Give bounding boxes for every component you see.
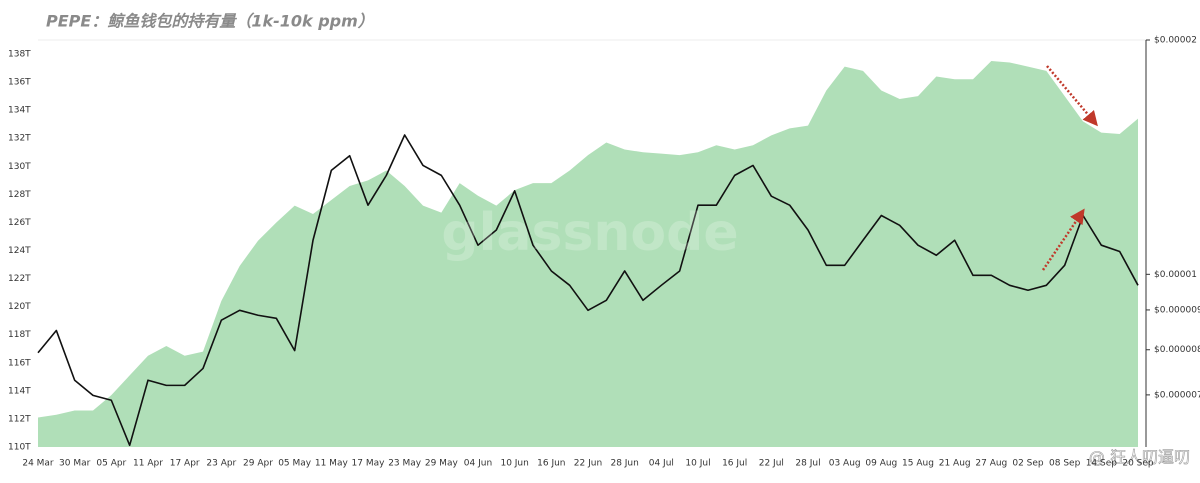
y2-tick-label: $0.000007 xyxy=(1154,390,1200,400)
y-tick-label: 124T xyxy=(8,246,31,256)
credit: @ 狂人叨逼叨 xyxy=(1089,448,1190,467)
y-tick-label: 130T xyxy=(8,162,31,172)
x-tick-label: 17 May xyxy=(352,459,386,469)
plot-area xyxy=(37,39,1150,447)
x-tick-label: 22 Jun xyxy=(574,459,602,469)
x-tick-label: 05 Apr xyxy=(96,459,126,469)
x-tick-label: 20 Sep xyxy=(1122,459,1154,469)
x-tick-label: 02 Sep xyxy=(1012,459,1044,469)
x-tick-label: 23 Apr xyxy=(206,459,236,469)
x-tick-label: 21 Aug xyxy=(939,459,971,469)
line xyxy=(37,134,1139,447)
x-tick-label: 08 Sep xyxy=(1049,459,1081,469)
x-tick-label: 03 Aug xyxy=(829,459,861,469)
y-tick-label: 116T xyxy=(8,358,31,368)
y-tick-label: 138T xyxy=(8,50,31,60)
y-tick-label: 114T xyxy=(8,386,31,396)
y-tick-label: 118T xyxy=(8,330,31,340)
watermark: glassnode xyxy=(441,203,738,263)
x-tick-label: 04 Jul xyxy=(649,459,674,469)
x-tick-label: 29 May xyxy=(425,459,459,469)
y-tick-label: 134T xyxy=(8,106,31,116)
x-tick-label: 16 Jul xyxy=(722,459,747,469)
y2-tick-label: $0.000009 xyxy=(1154,305,1200,315)
x-tick-label: 27 Aug xyxy=(975,459,1007,469)
x-tick-label: 11 Apr xyxy=(133,459,163,469)
y2-tick-label: $0.000008 xyxy=(1154,345,1200,355)
x-tick-label: 16 Jun xyxy=(537,459,565,469)
x-tick-label: 10 Jul xyxy=(685,459,710,469)
x-tick-label: 11 May xyxy=(315,459,349,469)
y-tick-label: 128T xyxy=(8,190,31,200)
x-tick-label: 28 Jun xyxy=(610,459,638,469)
x-tick-label: 15 Aug xyxy=(902,459,934,469)
y-tick-label: 122T xyxy=(8,274,31,284)
y-tick-label: 112T xyxy=(8,414,31,424)
y2-tick-label: $0.00001 xyxy=(1154,270,1197,280)
x-tick-label: 30 Mar xyxy=(59,459,91,469)
y-tick-label: 136T xyxy=(8,78,31,88)
area xyxy=(38,61,1138,447)
x-tick-label: 28 Jul xyxy=(795,459,820,469)
y-tick-label: 132T xyxy=(8,134,31,144)
y-tick-label: 120T xyxy=(8,302,31,312)
y-tick-label: 110T xyxy=(8,443,31,453)
x-tick-label: 24 Mar xyxy=(22,459,54,469)
x-tick-label: 29 Apr xyxy=(243,459,273,469)
chart-title: PEPE：鲸鱼钱包的持有量（1k-10k ppm） xyxy=(46,12,374,31)
x-tick-label: 23 May xyxy=(388,459,422,469)
x-tick-label: 22 Jul xyxy=(759,459,784,469)
x-tick-label: 10 Jun xyxy=(500,459,528,469)
x-tick-label: 04 Jun xyxy=(464,459,492,469)
x-tick-label: 05 May xyxy=(278,459,312,469)
x-tick-label: 14 Sep xyxy=(1086,459,1118,469)
y-tick-label: 126T xyxy=(8,218,31,228)
x-tick-label: 09 Aug xyxy=(865,459,897,469)
y2-tick-label: $0.00002 xyxy=(1154,36,1197,46)
x-tick-label: 17 Apr xyxy=(170,459,200,469)
annotation-arrow xyxy=(1046,65,1098,127)
